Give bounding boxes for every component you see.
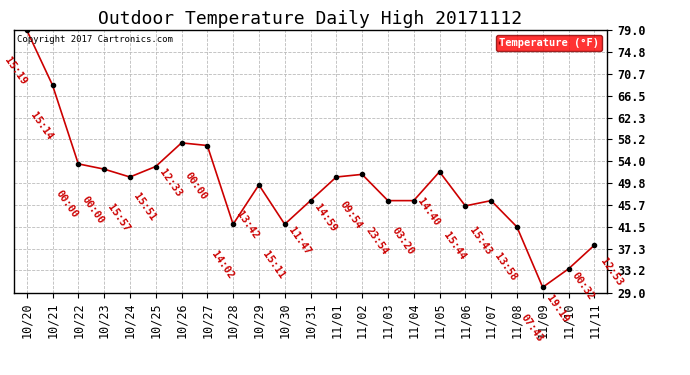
Text: 13:58: 13:58 xyxy=(493,252,519,283)
Text: 12:33: 12:33 xyxy=(157,168,184,199)
Text: 15:51: 15:51 xyxy=(132,192,157,223)
Text: 19:19: 19:19 xyxy=(544,294,571,325)
Text: 07:43: 07:43 xyxy=(518,312,544,344)
Text: 15:14: 15:14 xyxy=(28,110,55,141)
Text: 23:54: 23:54 xyxy=(364,226,390,257)
Text: 15:19: 15:19 xyxy=(3,55,29,86)
Text: 00:00: 00:00 xyxy=(183,171,209,202)
Text: 12:53: 12:53 xyxy=(598,256,624,288)
Text: 00:00: 00:00 xyxy=(80,194,106,225)
Legend: Temperature (°F): Temperature (°F) xyxy=(495,35,602,51)
Text: 15:43: 15:43 xyxy=(467,226,493,257)
Title: Outdoor Temperature Daily High 20171112: Outdoor Temperature Daily High 20171112 xyxy=(99,10,522,28)
Text: 14:02: 14:02 xyxy=(209,249,235,280)
Text: 00:32: 00:32 xyxy=(570,270,596,302)
Text: 14:40: 14:40 xyxy=(415,197,442,228)
Text: 09:54: 09:54 xyxy=(338,200,364,231)
Text: 14:59: 14:59 xyxy=(312,202,338,233)
Text: 00:00: 00:00 xyxy=(54,189,80,220)
Text: 13:42: 13:42 xyxy=(235,210,261,241)
Text: 11:47: 11:47 xyxy=(286,226,313,257)
Text: 15:44: 15:44 xyxy=(441,231,467,262)
Text: 03:20: 03:20 xyxy=(390,226,415,257)
Text: 15:11: 15:11 xyxy=(261,249,286,280)
Text: Copyright 2017 Cartronics.com: Copyright 2017 Cartronics.com xyxy=(17,35,172,44)
Text: 15:57: 15:57 xyxy=(106,202,132,233)
